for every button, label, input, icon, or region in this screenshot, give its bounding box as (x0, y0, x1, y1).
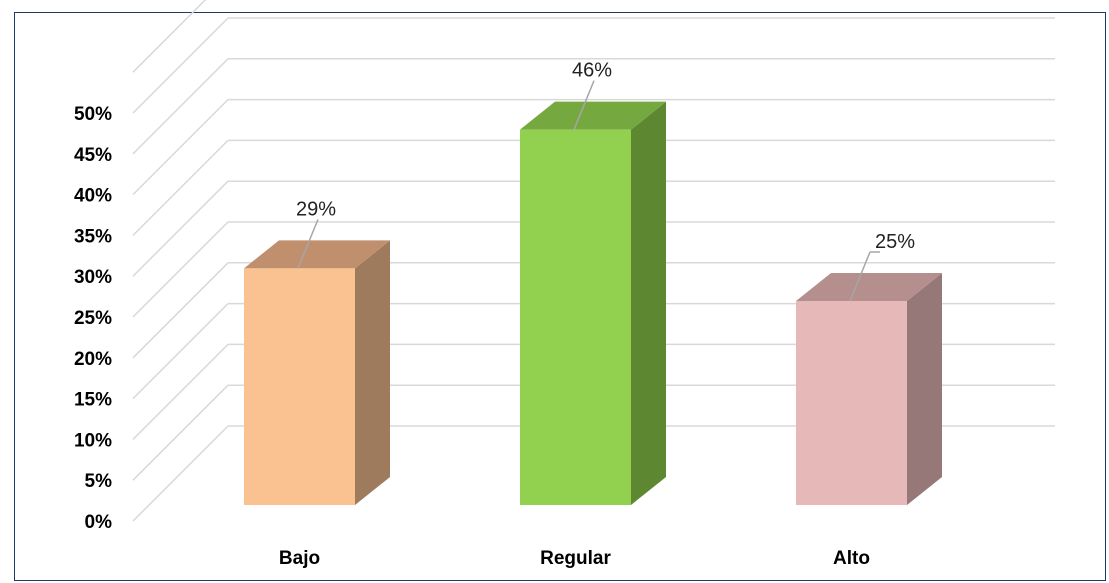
bar-front-face (244, 268, 355, 505)
bar-alto (796, 273, 942, 505)
x-axis-ticks: Bajo Regular Alto (279, 548, 870, 569)
x-tick-label: Alto (833, 548, 870, 569)
data-label: 25% (875, 231, 915, 253)
gridline-side (132, 384, 229, 481)
leader-line (573, 80, 595, 130)
y-tick-label: 5% (85, 471, 113, 492)
bar-bajo (244, 240, 390, 506)
bar-top-face (520, 101, 666, 130)
y-tick-label: 40% (74, 186, 112, 207)
bar-front-face (796, 301, 907, 505)
bar-regular (520, 101, 666, 505)
leader-line (297, 219, 319, 269)
bar-front-face (520, 129, 631, 505)
gridline-side (132, 343, 229, 440)
y-tick-label: 15% (74, 390, 112, 411)
x-tick-label: Regular (540, 548, 611, 569)
bars (244, 101, 942, 506)
gridline-side (132, 99, 229, 196)
x-tick-label: Bajo (279, 548, 320, 569)
y-tick-label: 45% (74, 145, 112, 166)
gridline-side (132, 0, 207, 73)
y-tick-label: 50% (74, 104, 112, 125)
data-label: 46% (572, 60, 612, 82)
leader-line (849, 251, 871, 302)
gridline-side (132, 58, 229, 155)
gridline-side (132, 17, 229, 114)
gridline-side (132, 139, 229, 236)
gridline-side (132, 262, 229, 359)
y-tick-label: 0% (85, 512, 113, 533)
y-tick-label: 30% (74, 267, 112, 288)
bar-top-face (244, 240, 390, 269)
gridline-side (132, 425, 229, 522)
y-tick-label: 35% (74, 226, 112, 247)
y-axis-ticks: 0% 5% 10% 15% 20% 25% 30% 35% 40% 45% 50% (74, 104, 112, 533)
bar-side-face (631, 101, 666, 505)
gridline-side (132, 221, 229, 318)
gridline-side (132, 180, 229, 277)
y-tick-label: 10% (74, 430, 112, 451)
y-tick-label: 25% (74, 308, 112, 329)
y-tick-label: 20% (74, 349, 112, 370)
bar-side-face (907, 273, 942, 505)
gridline-side (132, 303, 229, 400)
bar-top-face (796, 273, 942, 301)
bar-side-face (355, 240, 390, 506)
data-label: 29% (296, 198, 336, 220)
data-labels: 29% 46% 25% (296, 60, 915, 302)
